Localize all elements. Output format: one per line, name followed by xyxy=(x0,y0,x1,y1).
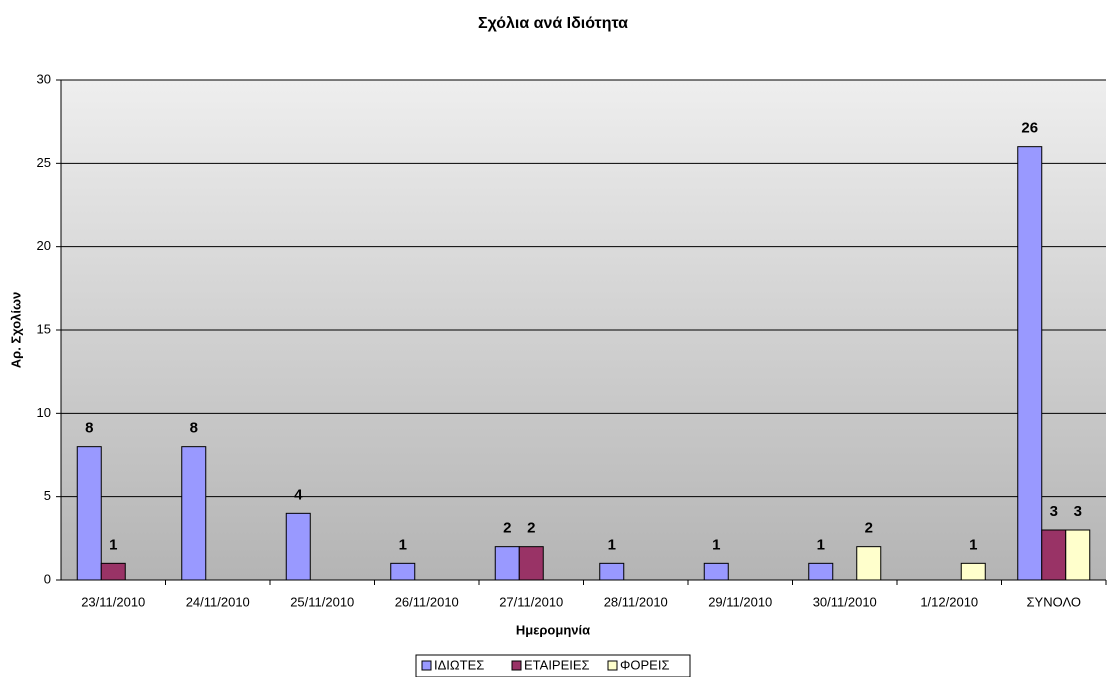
bar xyxy=(181,446,207,581)
data-label: 1 xyxy=(109,536,117,553)
legend-swatch xyxy=(607,660,618,671)
legend-label: ΦΟΡΕΙΣ xyxy=(620,657,669,672)
data-label: 1 xyxy=(399,536,407,553)
legend-swatch xyxy=(511,660,522,671)
bar xyxy=(1041,529,1067,581)
x-tick-label: 1/12/2010 xyxy=(920,594,978,609)
x-tick-label: 24/11/2010 xyxy=(186,594,250,609)
x-tick-label: ΣΥΝΟΛΟ xyxy=(1027,594,1082,609)
y-tick-label: 25 xyxy=(37,155,51,170)
data-label: 3 xyxy=(1074,503,1082,520)
x-tick-label: 30/11/2010 xyxy=(813,594,877,609)
bar xyxy=(285,512,311,581)
y-tick-label: 5 xyxy=(44,488,51,503)
data-label: 2 xyxy=(527,520,535,537)
data-label: 3 xyxy=(1050,503,1058,520)
x-tick-label: 29/11/2010 xyxy=(708,594,772,609)
y-tick-label: 30 xyxy=(37,71,51,86)
y-tick-label: 0 xyxy=(44,571,51,586)
data-label: 8 xyxy=(85,420,93,437)
y-tick-label: 10 xyxy=(37,405,51,420)
legend-label: ΙΔΙΩΤΕΣ xyxy=(434,657,484,672)
chart-title: Σχόλια ανά Ιδιότητα xyxy=(478,15,628,32)
bar xyxy=(76,446,102,581)
data-label: 1 xyxy=(608,536,616,553)
data-label: 1 xyxy=(969,536,977,553)
legend-swatch xyxy=(421,660,432,671)
x-tick-label: 23/11/2010 xyxy=(81,594,145,609)
bar xyxy=(703,562,729,581)
data-label: 4 xyxy=(294,486,303,503)
bar xyxy=(599,562,625,581)
x-tick-label: 25/11/2010 xyxy=(290,594,354,609)
bar xyxy=(390,562,416,581)
bar xyxy=(1017,146,1043,581)
bar xyxy=(494,546,520,581)
x-tick-label: 28/11/2010 xyxy=(604,594,668,609)
x-axis-title: Ημερομηνία xyxy=(516,622,590,637)
data-label: 2 xyxy=(865,520,873,537)
legend-label: ΕΤΑΙΡΕΙΕΣ xyxy=(524,657,590,672)
data-label: 8 xyxy=(190,420,198,437)
y-tick-label: 15 xyxy=(37,321,51,336)
bar xyxy=(856,546,882,581)
y-axis-title: Αρ. Σχολίων xyxy=(8,292,23,368)
bar xyxy=(960,562,986,581)
legend-box xyxy=(415,654,691,677)
data-label: 1 xyxy=(817,536,825,553)
bar xyxy=(518,546,544,581)
bar xyxy=(1065,529,1091,581)
data-label: 1 xyxy=(712,536,720,553)
data-label: 26 xyxy=(1021,120,1038,137)
bar xyxy=(100,562,126,581)
x-tick-label: 27/11/2010 xyxy=(499,594,563,609)
y-tick-label: 20 xyxy=(37,238,51,253)
x-tick-label: 26/11/2010 xyxy=(395,594,459,609)
data-label: 2 xyxy=(503,520,511,537)
bar xyxy=(808,562,834,581)
